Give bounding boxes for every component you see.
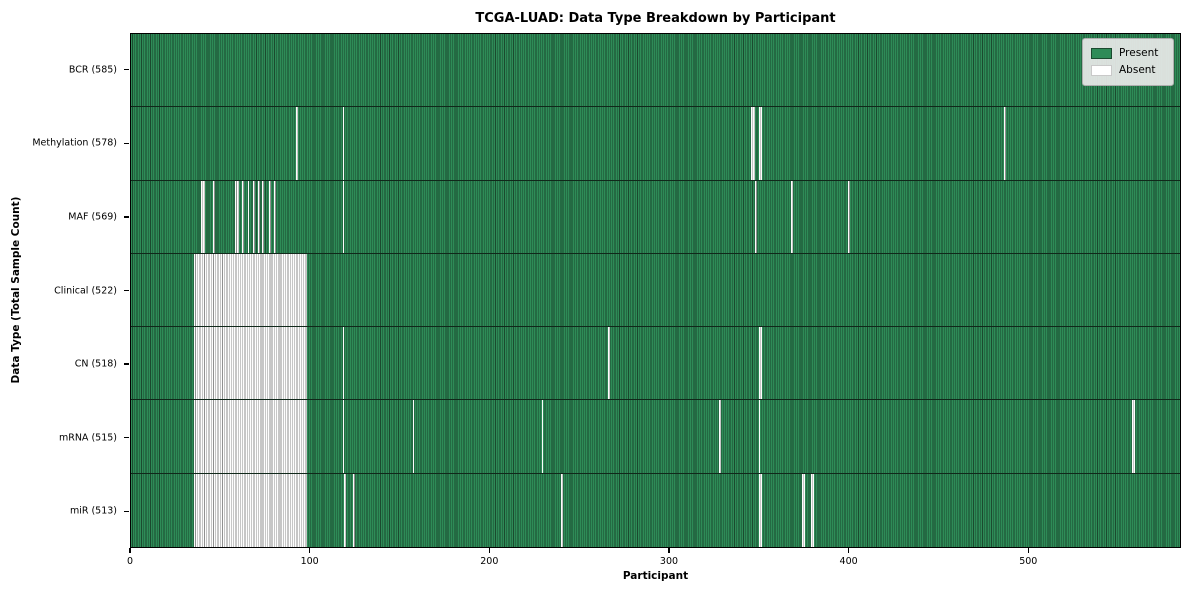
- row-clinical: [131, 253, 1180, 328]
- absent-block: [801, 473, 806, 547]
- absent-block: [342, 180, 345, 253]
- absent-block: [193, 473, 307, 547]
- y-tick-label-maf: MAF (569): [68, 211, 117, 223]
- x-axis-label: Participant: [622, 570, 689, 582]
- row-mrna: [131, 400, 1180, 474]
- x-tick-label-400: 400: [839, 556, 858, 567]
- y-tick-label-methylation: Methylation (578): [32, 137, 117, 149]
- absent-block: [193, 327, 307, 400]
- y-tick-label-mrna: mRNA (515): [58, 432, 117, 444]
- chart-title: TCGA-LUAD: Data Type Breakdown by Partic…: [475, 11, 836, 26]
- absent-block: [790, 180, 793, 253]
- y-tick-mark: [124, 437, 129, 439]
- absent-block: [295, 107, 298, 180]
- y-tick-mark: [124, 142, 129, 144]
- legend-item-present: Present: [1091, 45, 1165, 62]
- absent-block: [193, 253, 307, 327]
- y-tick-label-bcr: BCR (585): [68, 64, 117, 76]
- x-tick-label-300: 300: [659, 556, 679, 567]
- absent-block: [758, 107, 763, 180]
- absent-block: [258, 180, 261, 253]
- absent-block: [848, 180, 851, 253]
- legend-item-absent: Absent: [1091, 62, 1165, 79]
- absent-block: [541, 400, 544, 473]
- x-tick-mark: [668, 548, 670, 553]
- absent-block: [758, 473, 763, 547]
- plot-area: [130, 33, 1181, 548]
- row-bcr: [131, 34, 1180, 108]
- y-tick-mark: [124, 216, 129, 218]
- y-tick-mark: [124, 510, 129, 512]
- x-tick-label-500: 500: [1019, 556, 1038, 567]
- absent-block: [242, 180, 244, 253]
- absent-block: [1004, 107, 1007, 180]
- absent-block: [274, 180, 277, 253]
- absent-block: [213, 180, 216, 253]
- legend-absent-label: Absent: [1119, 64, 1156, 76]
- absent-block: [1131, 400, 1136, 473]
- absent-block: [342, 327, 345, 400]
- x-tick-label-100: 100: [300, 556, 319, 567]
- absent-block: [344, 473, 347, 547]
- row-mir: [131, 473, 1180, 547]
- absent-block: [261, 180, 264, 253]
- y-tick-label-mir: miR (513): [69, 505, 117, 517]
- x-tick-label-0: 0: [126, 556, 134, 567]
- x-tick-label-200: 200: [480, 556, 499, 567]
- x-tick-mark: [848, 548, 850, 553]
- absent-block: [719, 400, 721, 473]
- absent-block: [193, 400, 307, 473]
- row-methylation: [131, 107, 1180, 181]
- x-tick-mark: [129, 548, 131, 553]
- absent-block: [755, 180, 757, 253]
- row-cn: [131, 327, 1180, 401]
- y-tick-mark: [124, 289, 129, 292]
- absent-block: [758, 327, 763, 400]
- y-tick-mark: [124, 363, 129, 365]
- absent-block: [247, 180, 250, 253]
- y-tick-label-cn: CN (518): [74, 358, 117, 370]
- x-tick-mark: [1027, 548, 1029, 553]
- absent-block: [607, 327, 610, 400]
- y-tick-label-clinical: Clinical (522): [54, 285, 117, 296]
- absent-block: [810, 473, 815, 547]
- absent-block: [269, 180, 271, 253]
- absent-block: [235, 180, 239, 253]
- absent-block: [353, 473, 356, 547]
- absent-block: [412, 400, 415, 473]
- x-tick-mark: [488, 548, 490, 553]
- absent-block: [252, 180, 255, 253]
- absent-swatch-icon: [1091, 65, 1112, 76]
- x-tick-mark: [309, 548, 311, 553]
- row-maf: [131, 180, 1180, 254]
- absent-block: [200, 180, 205, 253]
- absent-block: [342, 107, 345, 180]
- legend: Present Absent: [1082, 38, 1174, 86]
- absent-block: [342, 400, 345, 473]
- absent-block: [751, 107, 755, 180]
- legend-present-label: Present: [1119, 47, 1159, 59]
- absent-block: [561, 473, 564, 547]
- y-tick-mark: [124, 69, 129, 71]
- present-swatch-icon: [1091, 48, 1112, 59]
- absent-block: [758, 400, 761, 473]
- y-axis-label: Data Type (Total Sample Count): [10, 196, 22, 384]
